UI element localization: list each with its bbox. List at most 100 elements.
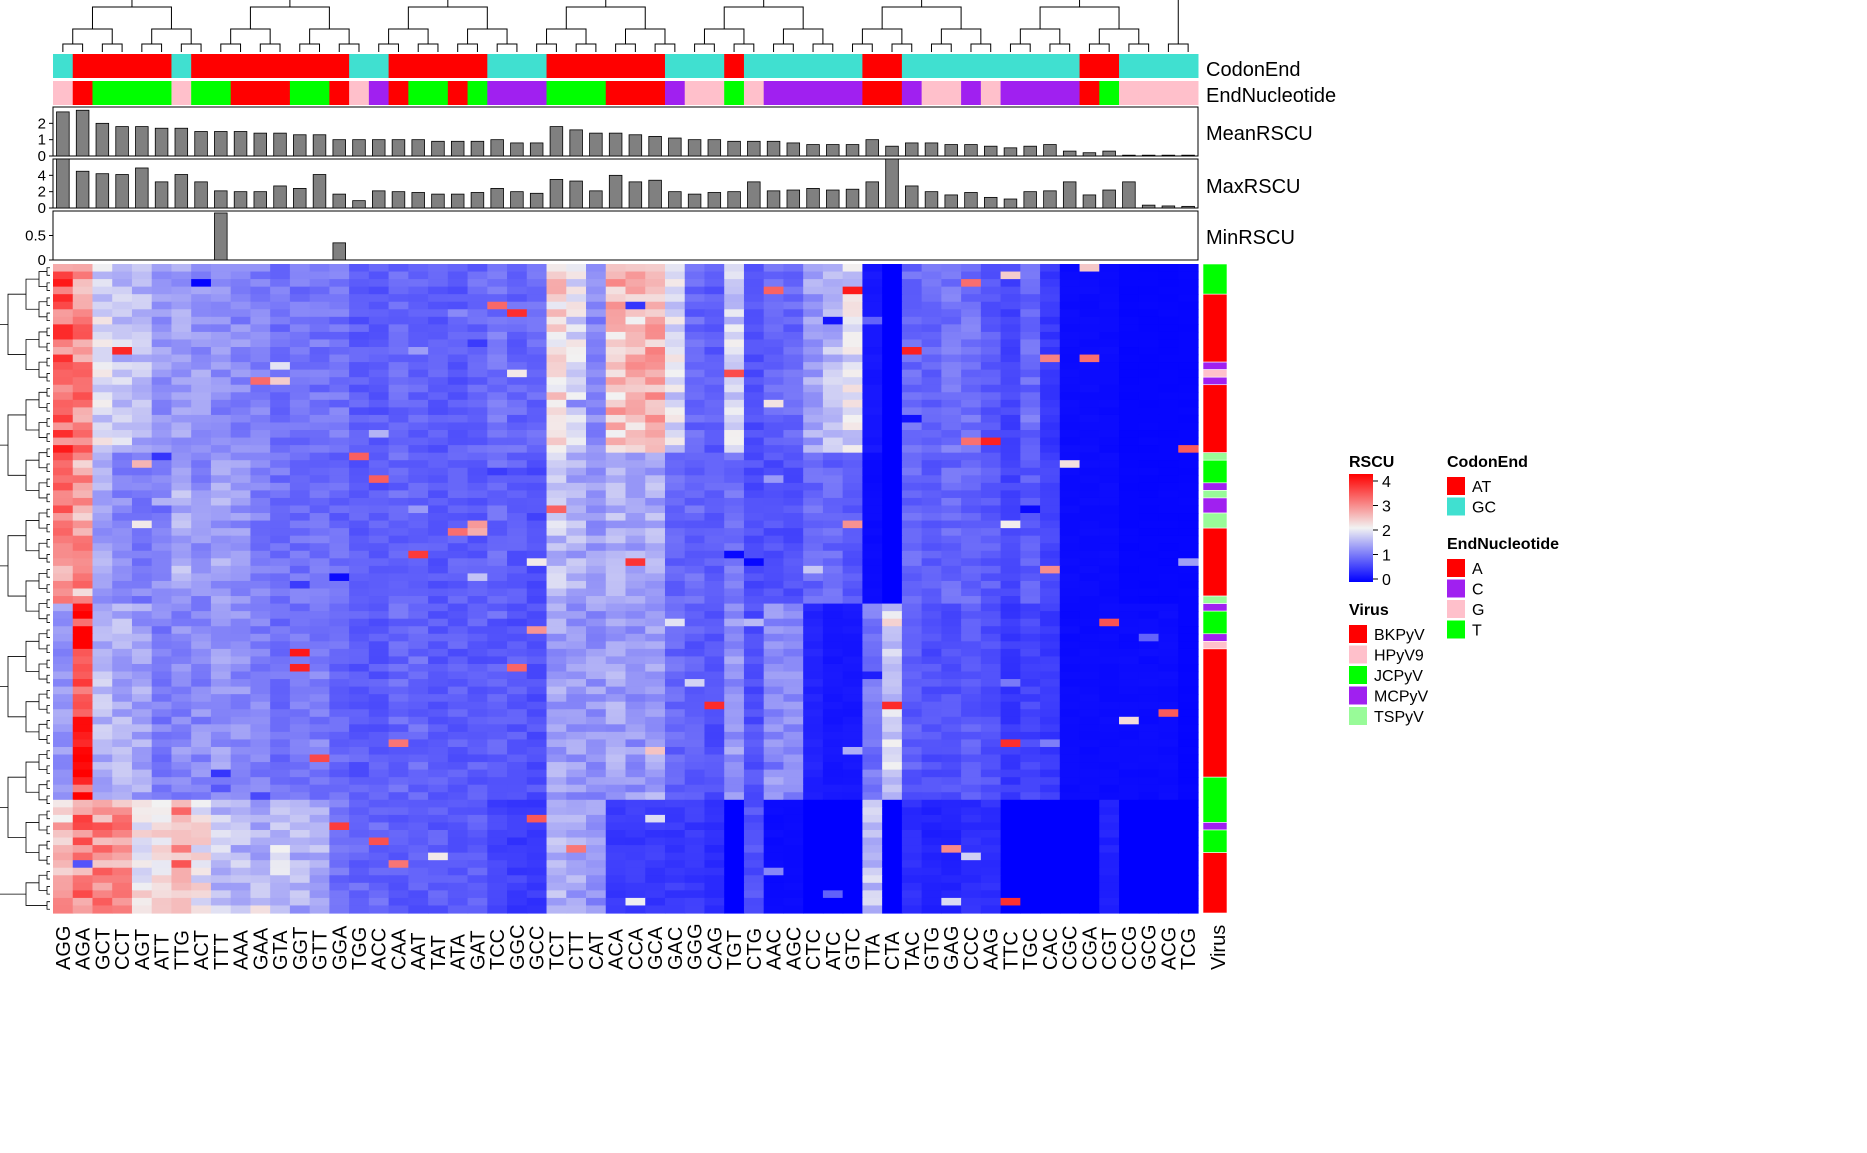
- heatmap-cell: [1178, 430, 1199, 439]
- heatmap-cell: [53, 339, 74, 348]
- heatmap-cell: [1158, 331, 1179, 341]
- heatmap-cell: [625, 354, 646, 363]
- heatmap-cell: [408, 331, 429, 341]
- heatmap-cell: [664, 279, 686, 288]
- heatmap-cell: [1040, 663, 1061, 673]
- heatmap-cell: [210, 475, 232, 484]
- heatmap-cell: [882, 497, 903, 507]
- heatmap-cell: [92, 694, 113, 703]
- heatmap-cell: [605, 490, 627, 499]
- heatmap-cell: [171, 686, 192, 695]
- heatmap-cell: [171, 731, 192, 741]
- heatmap-cell: [1099, 588, 1120, 597]
- heatmap-cell: [368, 724, 390, 733]
- max-rscu-bar: [273, 185, 287, 209]
- heatmap-cell: [92, 784, 113, 793]
- heatmap-cell: [408, 271, 429, 280]
- heatmap-cell: [467, 716, 488, 725]
- heatmap-cell: [388, 347, 409, 356]
- heatmap-cell: [408, 814, 429, 824]
- heatmap-cell: [684, 286, 706, 295]
- heatmap-cell: [605, 467, 627, 476]
- heatmap-cell: [329, 588, 350, 597]
- heatmap-cell: [408, 430, 429, 439]
- heatmap-cell: [112, 475, 133, 484]
- heatmap-cell: [921, 535, 942, 544]
- heatmap-cell: [822, 663, 844, 673]
- heatmap-cell: [1119, 769, 1140, 778]
- heatmap-cell: [467, 528, 488, 537]
- heatmap-cell: [1099, 354, 1120, 363]
- heatmap-cell: [664, 694, 686, 703]
- heatmap-cell: [1138, 618, 1160, 627]
- heatmap-cell: [586, 588, 607, 597]
- heatmap-cell: [447, 724, 469, 733]
- heatmap-cell: [131, 799, 153, 808]
- heatmap-cell: [941, 648, 962, 658]
- heatmap-cell: [1138, 671, 1160, 680]
- heatmap-cell: [980, 852, 1002, 861]
- heatmap-cell: [1020, 739, 1041, 748]
- heatmap-cell: [763, 671, 785, 680]
- heatmap-cell: [467, 573, 488, 582]
- heatmap-cell: [428, 611, 449, 620]
- heatmap-cell: [1040, 829, 1061, 839]
- max-rscu-bar: [194, 181, 208, 209]
- heatmap-cell: [1158, 558, 1179, 567]
- heatmap-cell: [605, 482, 627, 491]
- heatmap-cell: [546, 603, 567, 612]
- heatmap-cell: [842, 852, 863, 861]
- heatmap-cell: [92, 837, 113, 846]
- heatmap-cell: [368, 837, 390, 846]
- heatmap-cell: [1040, 513, 1061, 522]
- heatmap-cell: [783, 354, 804, 363]
- heatmap-cell: [704, 354, 725, 363]
- heatmap-cell: [704, 279, 725, 288]
- heatmap-cell: [329, 837, 350, 846]
- heatmap-cell: [289, 565, 311, 575]
- heatmap-cell: [1040, 641, 1061, 650]
- heatmap-cell: [131, 324, 153, 333]
- heatmap-cell: [230, 814, 252, 824]
- heatmap-cell: [1079, 497, 1100, 507]
- heatmap-cell: [803, 648, 824, 658]
- heatmap-cell: [664, 384, 686, 393]
- codon-end-cell: [980, 54, 1002, 78]
- heatmap-cell: [1020, 580, 1041, 590]
- heatmap-cell: [1040, 543, 1061, 552]
- heatmap-cell: [171, 369, 192, 378]
- heatmap-cell: [862, 460, 883, 469]
- heatmap-cell: [1079, 294, 1100, 303]
- heatmap-cell: [743, 392, 765, 401]
- heatmap-cell: [803, 467, 824, 476]
- heatmap-cell: [1079, 482, 1100, 491]
- heatmap-cell: [250, 316, 271, 325]
- heatmap-cell: [586, 724, 607, 733]
- row-dendrogram-branch: [46, 539, 50, 548]
- heatmap-cell: [270, 807, 291, 816]
- heatmap-cell: [92, 769, 113, 778]
- heatmap-cell: [1158, 490, 1179, 499]
- heatmap-cell: [210, 513, 232, 522]
- heatmap-cell: [704, 724, 725, 733]
- heatmap-cell: [586, 648, 607, 658]
- row-dendrogram-branch: [46, 297, 50, 306]
- heatmap-cell: [862, 596, 883, 605]
- heatmap-cell: [743, 475, 765, 484]
- heatmap-cell: [566, 580, 587, 590]
- heatmap-cell: [447, 777, 469, 786]
- heatmap-cell: [842, 460, 863, 469]
- heatmap-cell: [349, 716, 370, 725]
- heatmap-cell: [467, 829, 488, 839]
- heatmap-cell: [1158, 550, 1179, 559]
- end-nucleotide-cell: [467, 81, 488, 105]
- heatmap-cell: [230, 422, 252, 431]
- heatmap-cell: [309, 316, 330, 325]
- heatmap-cell: [1178, 467, 1199, 476]
- heatmap-cell: [763, 731, 785, 741]
- heatmap-cell: [1178, 686, 1199, 695]
- heatmap-cell: [961, 588, 982, 597]
- heatmap-cell: [743, 294, 765, 303]
- heatmap-cell: [447, 807, 469, 816]
- heatmap-cell: [882, 286, 903, 295]
